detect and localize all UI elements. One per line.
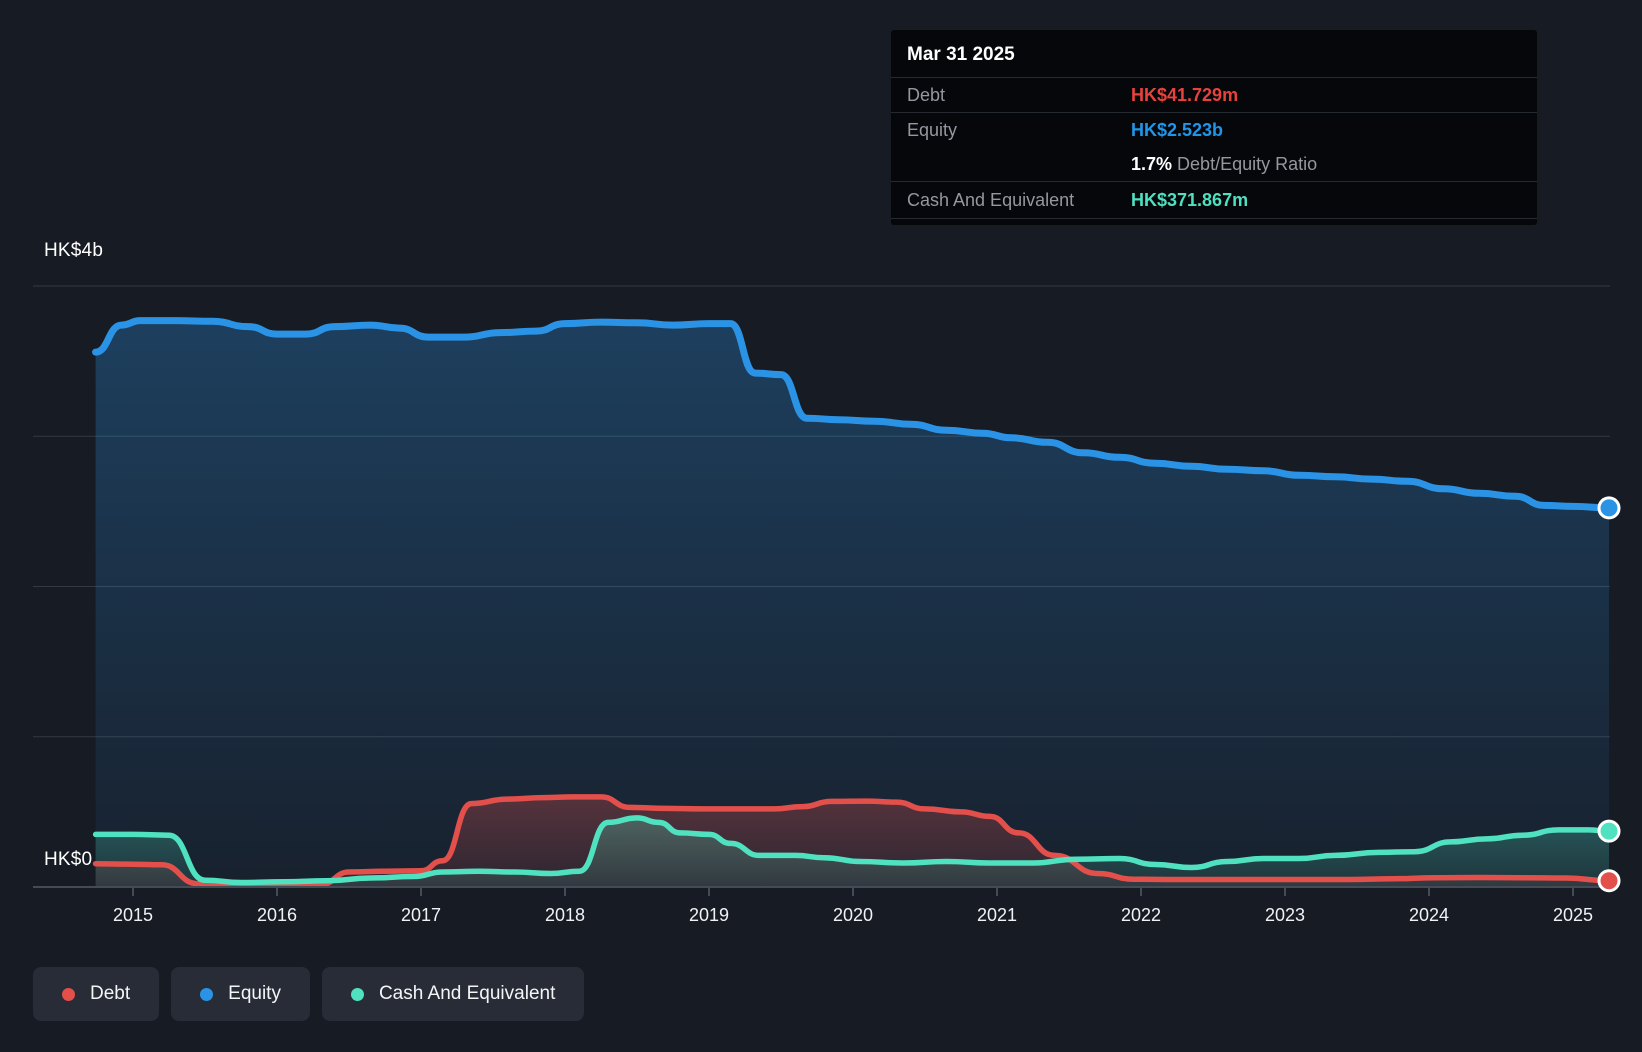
- x-axis-year-label: 2017: [401, 905, 441, 925]
- cash-endpoint-dot[interactable]: [1597, 819, 1621, 843]
- tooltip-debt-row: Debt HK$41.729m: [907, 78, 1521, 112]
- legend-label: Equity: [228, 983, 281, 1004]
- debt-dot-icon: [62, 987, 75, 1001]
- tooltip-divider: [891, 181, 1537, 182]
- x-axis-year-label: 2025: [1553, 905, 1593, 925]
- x-axis-year-label: 2023: [1265, 905, 1305, 925]
- tooltip-date: Mar 31 2025: [907, 44, 1015, 65]
- x-axis-year-label: 2021: [977, 905, 1017, 925]
- y-axis-label-top: HK$4b: [44, 240, 104, 261]
- tooltip-debt-value: HK$41.729m: [1131, 84, 1239, 105]
- x-axis-year-label: 2019: [689, 905, 729, 925]
- tooltip-equity-row: Equity HK$2.523b: [907, 113, 1521, 147]
- tooltip-ratio-row: 1.7% Debt/Equity Ratio: [907, 147, 1521, 181]
- cash-dot-icon: [350, 987, 364, 1001]
- tooltip-debt-label: Debt: [907, 84, 946, 105]
- x-axis-year-label: 2016: [257, 905, 297, 925]
- legend-item-cash[interactable]: Cash And Equivalent: [321, 967, 585, 1021]
- x-axis-year-label: 2022: [1121, 905, 1161, 925]
- equity-endpoint-dot[interactable]: [1597, 496, 1621, 520]
- debt-area: [95, 796, 1610, 887]
- data-tooltip: Mar 31 2025 Debt HK$41.729m Equity HK$2.…: [891, 30, 1537, 225]
- x-axis-year-label: 2018: [545, 905, 585, 925]
- x-axis-year-label: 2024: [1409, 905, 1449, 925]
- legend-label: Debt: [90, 983, 131, 1004]
- tooltip-cash-row: Cash And Equivalent HK$371.867m: [907, 182, 1521, 218]
- debt-endpoint-dot[interactable]: [1597, 869, 1621, 893]
- tooltip-divider: [891, 218, 1537, 219]
- cash-line: [92, 815, 1612, 886]
- equity-area: [95, 320, 1610, 888]
- tooltip-ratio-value: 1.7%: [1131, 153, 1173, 174]
- debt-line: [92, 794, 1612, 888]
- tooltip-cash-value: HK$371.867m: [1131, 189, 1249, 210]
- legend-item-debt[interactable]: Debt: [33, 967, 160, 1021]
- tooltip-equity-value: HK$2.523b: [1131, 119, 1224, 140]
- cash-area: [95, 817, 1610, 887]
- tooltip-divider: [891, 77, 1537, 78]
- legend-item-equity[interactable]: Equity: [171, 967, 310, 1021]
- equity-dot-icon: [200, 987, 214, 1001]
- tooltip-cash-label: Cash And Equivalent: [907, 189, 1075, 210]
- tooltip-equity-label: Equity: [907, 119, 958, 140]
- x-axis-year-label: 2015: [113, 905, 153, 925]
- legend: Debt Equity Cash And Equivalent: [33, 967, 585, 1021]
- x-axis-year-label: 2020: [833, 905, 873, 925]
- y-axis-label-bottom: HK$0: [44, 849, 93, 870]
- legend-label: Cash And Equivalent: [378, 983, 556, 1004]
- tooltip-ratio-label: Debt/Equity Ratio: [1177, 153, 1318, 174]
- equity-line: [92, 317, 1613, 512]
- tooltip-divider: [891, 112, 1537, 113]
